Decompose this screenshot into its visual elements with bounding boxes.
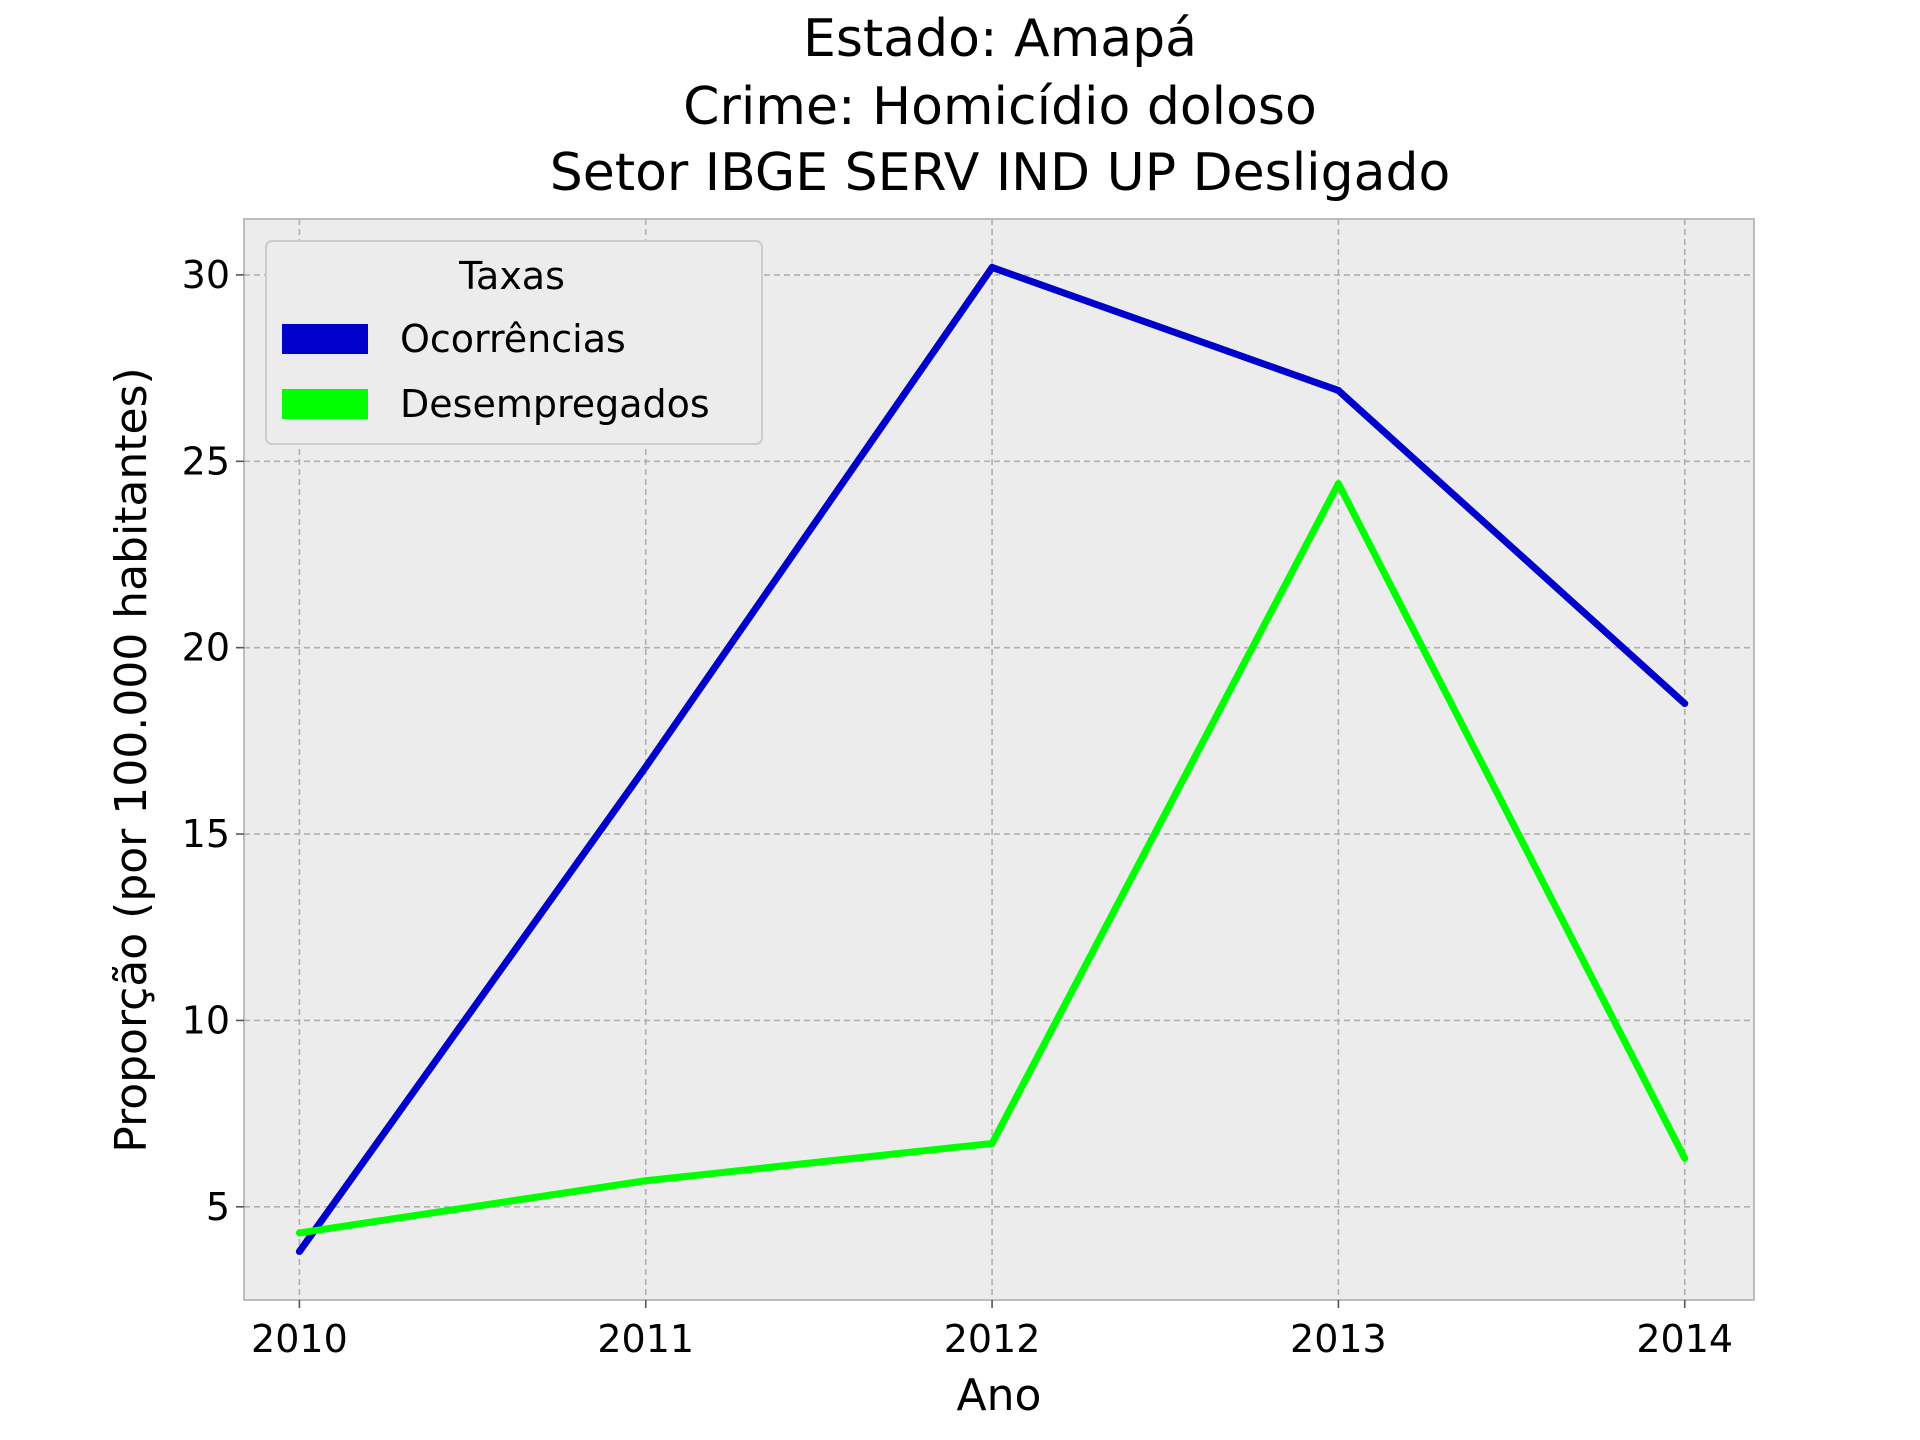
data-point: [1334, 480, 1342, 488]
y-tick-label: 5: [206, 1185, 230, 1229]
legend-label-desempregados: Desempregados: [400, 382, 710, 426]
data-point: [988, 263, 996, 271]
data-point: [1681, 1154, 1689, 1162]
data-point: [295, 1248, 303, 1256]
x-axis-label: Ano: [957, 1370, 1042, 1421]
legend-title: Taxas: [458, 254, 565, 298]
series-lines: [295, 263, 1689, 1256]
legend-box: [265, 240, 763, 445]
axis-ticks: 2010 2011 2012 2013 2014 5 10 15 20 25 30: [182, 253, 1733, 1361]
chart-title-line-1: Estado: Amapá: [803, 9, 1197, 69]
data-point: [642, 763, 650, 771]
legend-swatch-desempregados: [282, 389, 368, 419]
data-point: [295, 1229, 303, 1237]
data-point: [1681, 700, 1689, 708]
y-axis-label: Proporção (por 100.000 habitantes): [106, 367, 157, 1152]
data-point: [642, 1177, 650, 1185]
data-point: [988, 1139, 996, 1147]
y-tick-label: 25: [182, 439, 230, 483]
y-tick-label: 10: [182, 998, 230, 1042]
legend-label-ocorrencias: Ocorrências: [400, 317, 626, 361]
data-point: [1334, 386, 1342, 394]
chart-title-line-3: Setor IBGE SERV IND UP Desligado: [550, 143, 1451, 203]
x-tick-label: 2010: [251, 1317, 348, 1361]
x-tick-label: 2011: [597, 1317, 694, 1361]
y-tick-label: 15: [182, 812, 230, 856]
x-tick-label: 2014: [1636, 1317, 1733, 1361]
chart-title-line-2: Crime: Homicídio doloso: [683, 77, 1317, 137]
y-tick-label: 20: [182, 626, 230, 670]
legend: Taxas Ocorrências Desempregados: [265, 240, 763, 445]
legend-swatch-ocorrencias: [282, 324, 368, 354]
x-tick-label: 2012: [944, 1317, 1041, 1361]
y-tick-label: 30: [182, 253, 230, 297]
x-tick-label: 2013: [1290, 1317, 1387, 1361]
